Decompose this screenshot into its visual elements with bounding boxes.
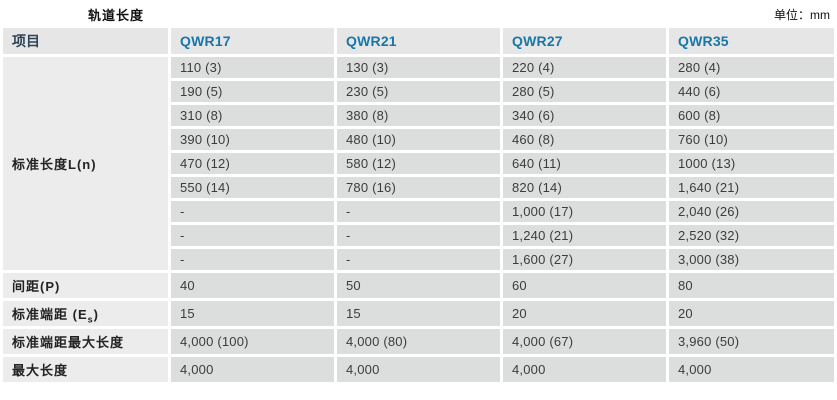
row-label-subscript: s — [87, 314, 94, 325]
cell-value: 4,000 — [171, 357, 334, 382]
table-row: 550 (14) 780 (16) 820 (14) 1,640 (21) — [3, 177, 834, 198]
cell-value: 580 (12) — [337, 153, 500, 174]
cell-value: 4,000 (80) — [337, 329, 500, 354]
cell-value: 2,520 (32) — [669, 225, 834, 246]
cell-value: 4,000 — [503, 357, 666, 382]
cell-value: 50 — [337, 273, 500, 298]
table-row: 最大长度 4,000 4,000 4,000 4,000 — [3, 357, 834, 382]
cell-value: 310 (8) — [171, 105, 334, 126]
column-header-qwr35: QWR35 — [669, 28, 834, 54]
cell-value: 4,000 — [669, 357, 834, 382]
table-row: 间距(P) 40 50 60 80 — [3, 273, 834, 298]
cell-value: 15 — [337, 301, 500, 326]
cell-value: 15 — [171, 301, 334, 326]
column-header-item: 项目 — [3, 28, 168, 54]
cell-value: 3,960 (50) — [669, 329, 834, 354]
cell-value: 230 (5) — [337, 81, 500, 102]
column-header-qwr17: QWR17 — [171, 28, 334, 54]
cell-value: - — [171, 201, 334, 222]
cell-value: 380 (8) — [337, 105, 500, 126]
cell-value: - — [337, 225, 500, 246]
cell-value: 1,640 (21) — [669, 177, 834, 198]
cell-value: 780 (16) — [337, 177, 500, 198]
cell-value: 280 (5) — [503, 81, 666, 102]
cell-value: - — [171, 225, 334, 246]
cell-value: 460 (8) — [503, 129, 666, 150]
column-header-qwr27: QWR27 — [503, 28, 666, 54]
cell-value: 280 (4) — [669, 57, 834, 78]
cell-value: 60 — [503, 273, 666, 298]
cell-value: 1,240 (21) — [503, 225, 666, 246]
table-row: 标准端距最大长度 4,000 (100) 4,000 (80) 4,000 (67) 3… — [3, 329, 834, 354]
cell-value: 340 (6) — [503, 105, 666, 126]
table-row: - -1,240 (21) 2,520 (32) — [3, 225, 834, 246]
cell-value: 3,000 (38) — [669, 249, 834, 270]
unit-label: 单位：mm — [774, 8, 830, 22]
cell-value: 40 — [171, 273, 334, 298]
row-label: 标准端距 (Es) — [3, 301, 168, 326]
cell-value: 440 (6) — [669, 81, 834, 102]
table-row: 标准端距 (Es) 15 15 20 20 — [3, 301, 834, 326]
cell-value: 760 (10) — [669, 129, 834, 150]
cell-value: 640 (11) — [503, 153, 666, 174]
cell-value: 470 (12) — [171, 153, 334, 174]
row-label: 间距(P) — [3, 273, 168, 298]
table-row: 190 (5) 230 (5) 280 (5) 440 (6) — [3, 81, 834, 102]
cell-value: 1,000 (17) — [503, 201, 666, 222]
table-row: 标准长度L(n) 110 (3) 130 (3) 220 (4) 280 (4) — [3, 57, 834, 270]
cell-value: 4,000 (100) — [171, 329, 334, 354]
cell-value: 220 (4) — [503, 57, 666, 78]
row-label: 最大长度 — [3, 357, 168, 382]
row-label-standard-length: 标准长度L(n) — [3, 57, 168, 270]
cell-value: 4,000 — [337, 357, 500, 382]
cell-value: 390 (10) — [171, 129, 334, 150]
rail-length-table: 项目 QWR17 QWR21 QWR27 QWR35 标准长度L(n) 110 (3) 13… — [0, 25, 837, 385]
cell-value: - — [171, 249, 334, 270]
cell-value: 820 (14) — [503, 177, 666, 198]
table-row: 390 (10) 480 (10) 460 (8) 760 (10) — [3, 129, 834, 150]
cell-value: 130 (3) — [337, 57, 500, 78]
cell-value: 190 (5) — [171, 81, 334, 102]
cell-value: 80 — [669, 273, 834, 298]
row-label: 标准端距最大长度 — [3, 329, 168, 354]
cell-value: 20 — [503, 301, 666, 326]
cell-value: 2,040 (26) — [669, 201, 834, 222]
cell-value: 480 (10) — [337, 129, 500, 150]
cell-value: 20 — [669, 301, 834, 326]
row-label-text: ) — [93, 307, 99, 322]
table-title: 轨道长度 — [88, 8, 145, 23]
cell-value: 110 (3) — [171, 57, 334, 78]
table-row: - -1,000 (17) 2,040 (26) — [3, 201, 834, 222]
column-header-qwr21: QWR21 — [337, 28, 500, 54]
cell-value: 1000 (13) — [669, 153, 834, 174]
column-header-row: 项目 QWR17 QWR21 QWR27 QWR35 — [3, 28, 834, 54]
cell-value: - — [337, 249, 500, 270]
table-header-bar: 轨道长度 单位：mm — [0, 0, 837, 25]
cell-value: - — [337, 201, 500, 222]
cell-value: 1,600 (27) — [503, 249, 666, 270]
cell-value: 550 (14) — [171, 177, 334, 198]
table-row: 310 (8) 380 (8) 340 (6) 600 (8) — [3, 105, 834, 126]
cell-value: 4,000 (67) — [503, 329, 666, 354]
cell-value: 600 (8) — [669, 105, 834, 126]
row-label-text: 标准端距 (E — [12, 307, 88, 322]
table-row: 470 (12) 580 (12) 640 (11) 1000 (13) — [3, 153, 834, 174]
table-row: - -1,600 (27) 3,000 (38) — [3, 249, 834, 270]
